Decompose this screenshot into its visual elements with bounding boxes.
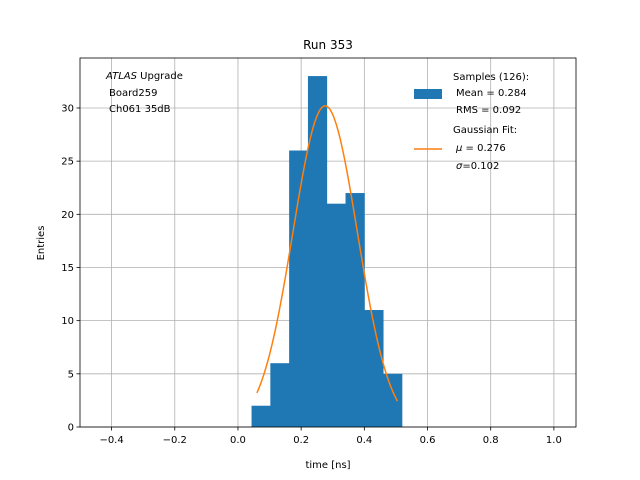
chart-title: Run 353 [303,38,353,52]
legend-fit-mu: μ = 0.276 [455,143,506,154]
y-tick-label: 30 [61,103,74,114]
x-tick-label: 0.0 [230,435,246,446]
y-tick-label: 15 [61,263,74,274]
gaussian-fit-curve [256,105,399,402]
legend-samples-rms: RMS = 0.092 [456,105,521,116]
y-tick-label: 25 [61,157,74,168]
histogram-bar [383,373,403,427]
x-axis-ticks: −0.4 −0.2 0.0 0.2 0.4 0.6 0.8 1.0 [99,427,562,446]
legend-samples-mean: Mean = 0.284 [456,88,527,99]
annotation-line-2: Board259 [109,88,157,99]
legend-samples-swatch [414,89,442,99]
histogram-bar [326,203,346,427]
y-tick-label: 5 [68,369,74,380]
y-axis-label: Entries [36,226,47,261]
legend-samples-title: Samples (126): [453,72,529,83]
y-axis-ticks: 0 5 10 15 20 25 30 [61,103,80,434]
legend-fit-title: Gaussian Fit: [453,125,517,136]
y-tick-label: 20 [61,210,74,221]
x-tick-label: 0.6 [420,435,436,446]
histogram-bar [345,193,365,427]
histogram-bars [251,76,403,427]
x-tick-label: −0.2 [163,435,187,446]
annotation-line-3: Ch061 35dB [109,104,171,115]
x-tick-label: 0.2 [293,435,309,446]
histogram-bar [251,405,271,427]
histogram-bar [364,310,384,427]
x-tick-label: 0.4 [356,435,372,446]
y-tick-label: 10 [61,316,74,327]
y-tick-label: 0 [68,423,74,434]
histogram-bar [270,363,290,427]
legend: Samples (126): Mean = 0.284 RMS = 0.092 … [414,72,529,172]
x-tick-label: 0.8 [483,435,499,446]
x-tick-label: 1.0 [546,435,562,446]
annotation-block: ATLAS Upgrade Board259 Ch061 35dB [105,71,183,115]
histogram-bar [307,76,328,427]
histogram-bar [289,150,309,427]
plot-frame [79,57,577,428]
x-axis-label: time [ns] [305,460,350,471]
legend-fit-sigma: σ=0.102 [456,161,499,172]
annotation-line-1: ATLAS Upgrade [105,71,183,82]
x-tick-label: −0.4 [99,435,123,446]
